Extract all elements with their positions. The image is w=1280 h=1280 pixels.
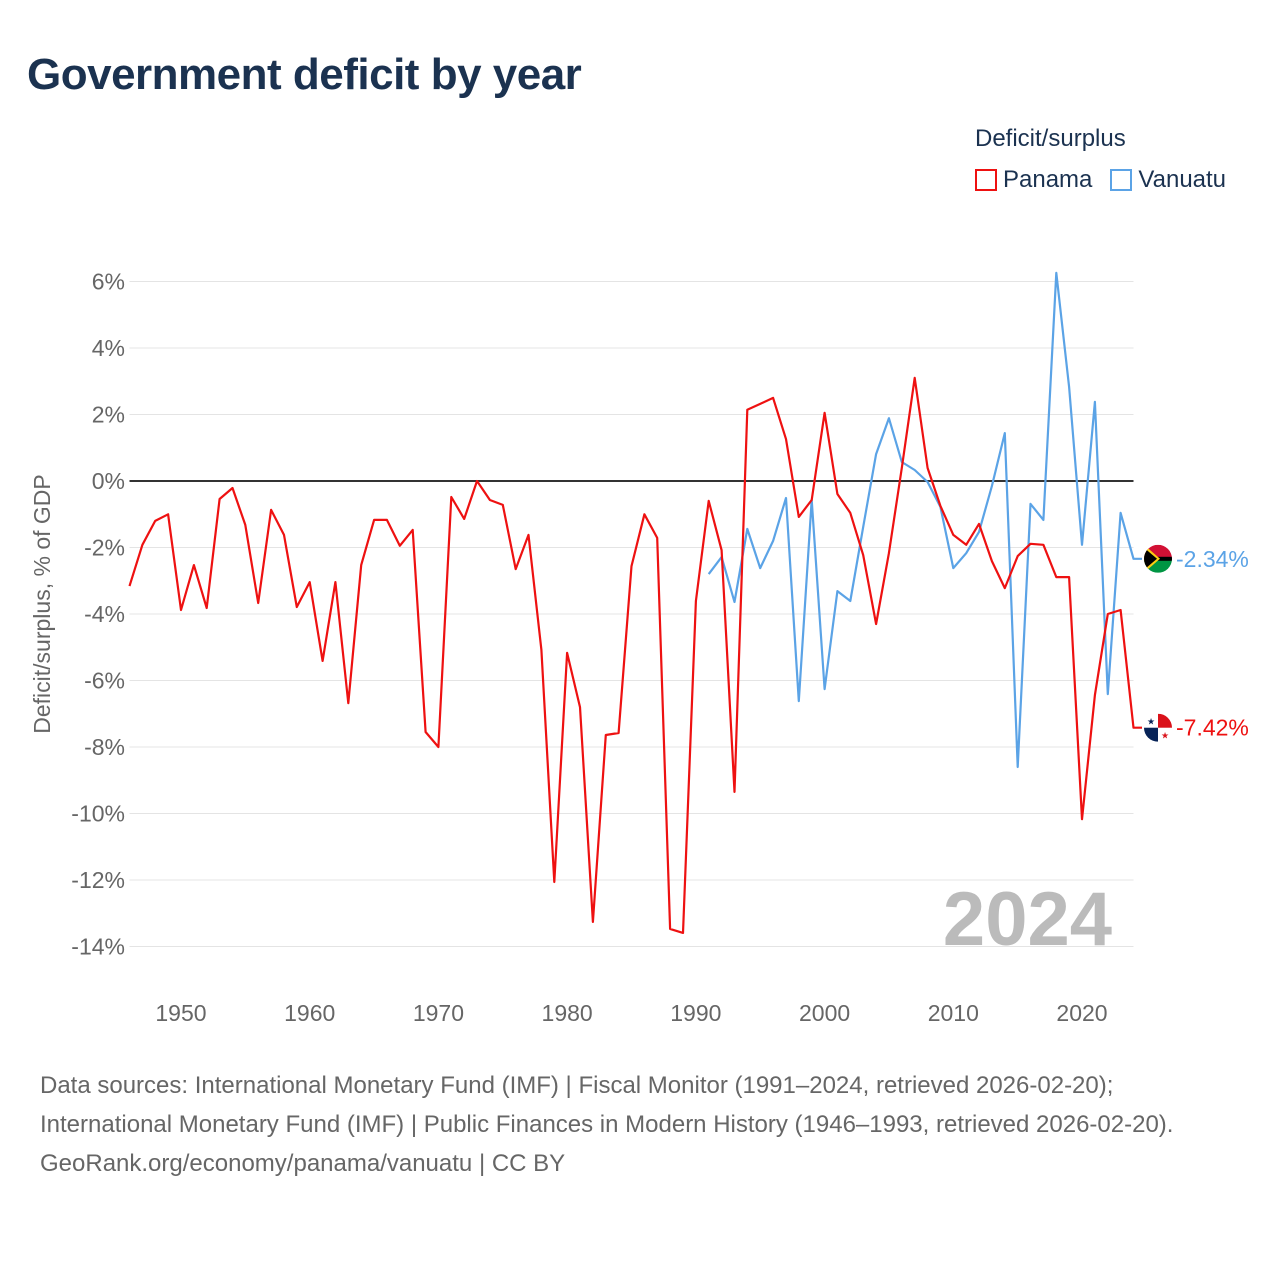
svg-text:★: ★ bbox=[1147, 717, 1155, 727]
x-tick-label: 2010 bbox=[928, 1000, 979, 1026]
chart-title: Government deficit by year bbox=[27, 50, 582, 99]
x-tick-label: 1950 bbox=[155, 1000, 206, 1026]
y-tick-label: -8% bbox=[84, 734, 125, 760]
series-lines bbox=[128, 271, 1143, 935]
x-axis-ticks: 1950 1960 1970 1980 1990 2000 2010 2020 bbox=[155, 1000, 1107, 1026]
end-markers: ★ ★ bbox=[1144, 544, 1172, 742]
y-axis-ticks: 6% 4% 2% 0% -2% -4% -6% -8% -10% -12% -14% bbox=[71, 269, 125, 960]
footer: Data sources: International Monetary Fun… bbox=[40, 1066, 1240, 1183]
y-tick-label: -12% bbox=[71, 867, 125, 893]
y-tick-label: 4% bbox=[92, 335, 125, 361]
x-tick-label: 1970 bbox=[413, 1000, 464, 1026]
current-year-watermark: 2024 bbox=[943, 877, 1112, 962]
panama-end-label: -7.42% bbox=[1176, 715, 1249, 741]
y-tick-label: -2% bbox=[84, 535, 125, 561]
series-line-panama[interactable] bbox=[128, 376, 1143, 935]
vanuatu-flag-icon bbox=[1144, 544, 1172, 573]
legend: Panama Vanuatu bbox=[975, 166, 1226, 194]
legend-swatch-panama bbox=[975, 169, 997, 191]
series-line-vanuatu[interactable] bbox=[707, 271, 1142, 769]
y-tick-label: 6% bbox=[92, 269, 125, 295]
y-tick-label: 2% bbox=[92, 402, 125, 428]
legend-item-vanuatu[interactable]: Vanuatu bbox=[1110, 166, 1226, 194]
legend-swatch-vanuatu bbox=[1110, 169, 1133, 191]
x-tick-label: 1980 bbox=[542, 1000, 593, 1026]
legend-label: Panama bbox=[1003, 166, 1093, 193]
legend-title: Deficit/surplus bbox=[975, 125, 1126, 152]
grid bbox=[129, 281, 1134, 947]
panama-flag-icon: ★ ★ bbox=[1144, 713, 1172, 742]
y-tick-label: -10% bbox=[71, 801, 125, 827]
vanuatu-end-label: -2.34% bbox=[1176, 546, 1249, 572]
x-tick-label: 1960 bbox=[284, 1000, 335, 1026]
y-tick-label: -4% bbox=[84, 601, 125, 627]
x-tick-label: 2000 bbox=[799, 1000, 850, 1026]
y-tick-label: -14% bbox=[71, 934, 125, 960]
data-sources: Data sources: International Monetary Fun… bbox=[40, 1072, 1174, 1138]
legend-label: Vanuatu bbox=[1138, 166, 1227, 193]
y-tick-label: 0% bbox=[92, 468, 125, 494]
x-tick-label: 1990 bbox=[670, 1000, 721, 1026]
y-tick-label: -6% bbox=[84, 668, 125, 694]
legend-item-panama[interactable]: Panama bbox=[975, 166, 1092, 194]
svg-text:★: ★ bbox=[1161, 731, 1169, 741]
credit-link[interactable]: GeoRank.org/economy/panama/vanuatu | CC … bbox=[40, 1150, 566, 1177]
y-axis-label: Deficit/surplus, % of GDP bbox=[29, 474, 55, 733]
x-tick-label: 2020 bbox=[1056, 1000, 1107, 1026]
